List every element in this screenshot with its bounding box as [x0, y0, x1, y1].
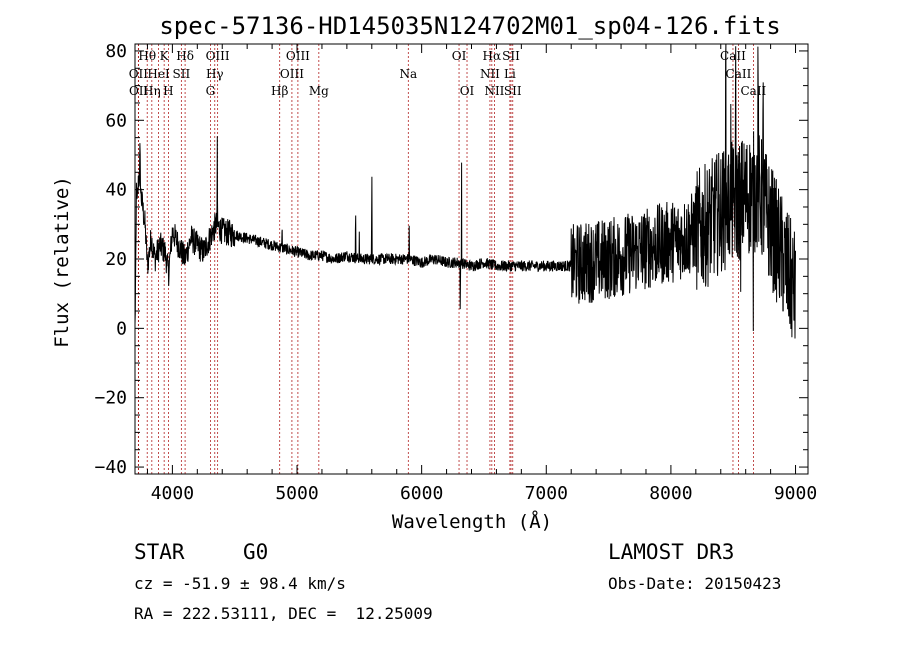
line-marker-label: OII [129, 84, 149, 98]
y-tick-label: 40 [105, 180, 127, 201]
x-axis-label: Wavelength (Å) [392, 510, 552, 533]
line-marker-label: SII [173, 67, 191, 81]
y-tick-label: 0 [116, 318, 127, 339]
line-marker-label: OI [460, 84, 475, 98]
line-marker-label: G [206, 84, 216, 98]
line-marker-label: Mg [309, 84, 329, 98]
y-tick-label: 20 [105, 249, 127, 270]
x-tick-label: 7000 [525, 483, 568, 504]
line-marker-label: Hγ [206, 67, 224, 81]
line-marker-label: OI [452, 49, 467, 63]
line-marker-label: Hα [483, 49, 502, 63]
line-marker-label: SII [504, 84, 522, 98]
spectrum-line [134, 43, 796, 339]
line-marker-label: HeI [147, 67, 170, 81]
y-axis-ticks: −40 −20 0 20 40 60 80 [94, 41, 808, 478]
line-marker-label: Hθ [138, 49, 156, 63]
x-tick-label: 9000 [774, 483, 817, 504]
object-class: STAR [134, 540, 185, 564]
line-marker-label: Na [399, 67, 417, 81]
y-tick-label: −40 [94, 457, 127, 478]
line-marker-label: H [163, 84, 173, 98]
line-marker-label: Hβ [271, 84, 288, 98]
line-marker-label: CaII [726, 67, 752, 81]
line-marker-label: OII [129, 67, 149, 81]
line-marker-label: CaII [740, 84, 766, 98]
x-tick-label: 6000 [400, 483, 443, 504]
line-marker-label: NII [480, 67, 500, 81]
redshift-cz: cz = -51.9 ± 98.4 km/s [134, 574, 346, 593]
line-marker-label: K [160, 49, 170, 63]
y-tick-label: 80 [105, 41, 127, 62]
y-axis-label: Flux (relative) [51, 176, 73, 348]
line-marker-label: Hη [143, 84, 161, 98]
x-tick-label: 8000 [649, 483, 692, 504]
ra-dec-coordinates: RA = 222.53111, DEC = 12.25009 [134, 604, 433, 623]
observation-date: Obs-Date: 20150423 [608, 574, 782, 593]
chart-title: spec-57136-HD145035N124702M01_sp04-126.f… [159, 12, 780, 40]
line-marker-label: SII [502, 49, 520, 63]
line-marker-label: Hδ [176, 49, 194, 63]
object-subclass: G0 [243, 540, 269, 564]
line-marker-label: OIII [286, 49, 310, 63]
x-axis-ticks: 4000 5000 6000 7000 8000 9000 [146, 44, 817, 504]
y-tick-label: −20 [94, 388, 127, 409]
x-tick-label: 4000 [151, 483, 194, 504]
line-marker-label: OIII [280, 67, 304, 81]
line-marker-label: NII [484, 84, 504, 98]
line-marker-label: OIII [206, 49, 230, 63]
survey-name: LAMOST DR3 [608, 540, 735, 564]
line-marker-label: Li [504, 67, 516, 81]
line-marker-label: CaII [720, 49, 746, 63]
x-tick-label: 5000 [275, 483, 318, 504]
y-tick-label: 60 [105, 110, 127, 131]
spectrum-chart: spec-57136-HD145035N124702M01_sp04-126.f… [51, 12, 817, 533]
